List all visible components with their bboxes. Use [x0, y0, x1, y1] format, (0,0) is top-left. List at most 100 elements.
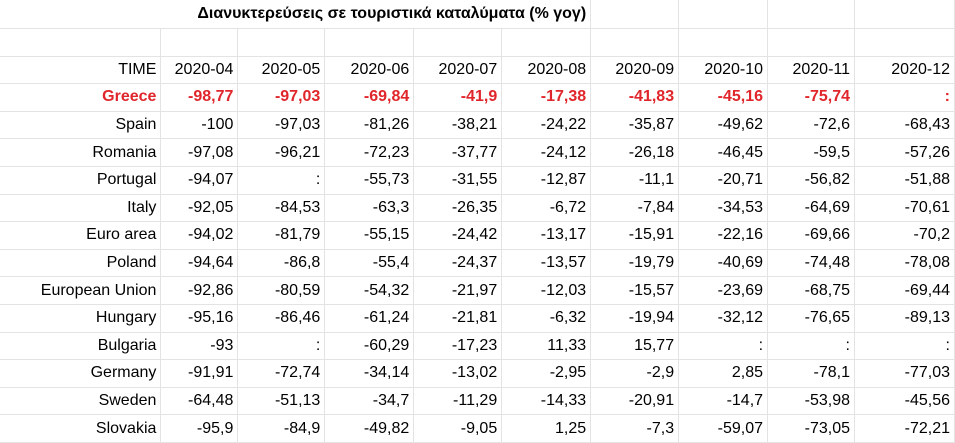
value-cell[interactable]: -38,21: [413, 111, 503, 140]
value-cell[interactable]: -73,05: [767, 414, 855, 443]
value-cell[interactable]: -59,07: [678, 414, 769, 443]
header-period[interactable]: 2020-11: [767, 56, 855, 85]
value-cell[interactable]: -78,08: [854, 249, 955, 278]
value-cell[interactable]: -97,03: [237, 111, 326, 140]
value-cell[interactable]: -94,64: [160, 249, 239, 278]
value-cell[interactable]: -94,02: [160, 221, 239, 250]
value-cell[interactable]: -92,05: [160, 194, 239, 223]
value-cell[interactable]: -96,21: [237, 138, 326, 167]
header-period[interactable]: 2020-12: [854, 56, 955, 85]
value-cell[interactable]: -20,91: [590, 387, 680, 416]
value-cell[interactable]: -41,9: [413, 83, 503, 112]
value-cell[interactable]: -14,7: [678, 387, 769, 416]
country-cell[interactable]: European Union: [0, 276, 162, 305]
value-cell[interactable]: -13,02: [413, 359, 503, 388]
value-cell[interactable]: -59,5: [767, 138, 855, 167]
value-cell[interactable]: -84,53: [237, 194, 326, 223]
value-cell[interactable]: -40,69: [678, 249, 769, 278]
empty-cell[interactable]: [590, 28, 680, 57]
empty-cell[interactable]: [324, 28, 415, 57]
value-cell[interactable]: -37,77: [413, 138, 503, 167]
value-cell[interactable]: -69,66: [767, 221, 855, 250]
value-cell[interactable]: -61,24: [324, 304, 415, 333]
country-cell[interactable]: Slovakia: [0, 414, 162, 443]
country-cell[interactable]: Italy: [0, 194, 162, 223]
value-cell[interactable]: -55,73: [324, 166, 415, 195]
value-cell[interactable]: -68,75: [767, 276, 855, 305]
value-cell[interactable]: 2,85: [678, 359, 769, 388]
value-cell[interactable]: -72,21: [854, 414, 955, 443]
country-cell[interactable]: Romania: [0, 138, 162, 167]
value-cell[interactable]: -32,12: [678, 304, 769, 333]
country-cell[interactable]: Sweden: [0, 387, 162, 416]
empty-cell[interactable]: [237, 28, 326, 57]
empty-cell[interactable]: [678, 0, 769, 29]
value-cell[interactable]: -95,9: [160, 414, 239, 443]
empty-cell[interactable]: [501, 28, 592, 57]
value-cell[interactable]: -70,61: [854, 194, 955, 223]
value-cell[interactable]: -94,07: [160, 166, 239, 195]
value-cell[interactable]: -53,98: [767, 387, 855, 416]
value-cell[interactable]: -49,62: [678, 111, 769, 140]
value-cell[interactable]: -34,14: [324, 359, 415, 388]
value-cell[interactable]: -17,23: [413, 332, 503, 361]
country-cell[interactable]: Poland: [0, 249, 162, 278]
sheet-title[interactable]: Διανυκτερεύσεις σε τουριστικά καταλύματα…: [0, 0, 592, 29]
value-cell[interactable]: -81,26: [324, 111, 415, 140]
header-period[interactable]: 2020-04: [160, 56, 239, 85]
value-cell[interactable]: -86,8: [237, 249, 326, 278]
header-period[interactable]: 2020-07: [413, 56, 503, 85]
empty-cell[interactable]: [854, 0, 955, 29]
value-cell[interactable]: -97,08: [160, 138, 239, 167]
value-cell[interactable]: -13,17: [501, 221, 592, 250]
value-cell[interactable]: -41,83: [590, 83, 680, 112]
value-cell[interactable]: -20,71: [678, 166, 769, 195]
country-cell[interactable]: Hungary: [0, 304, 162, 333]
empty-cell[interactable]: [767, 28, 855, 57]
value-cell[interactable]: -26,18: [590, 138, 680, 167]
header-period[interactable]: 2020-08: [501, 56, 592, 85]
empty-cell[interactable]: [413, 28, 503, 57]
country-cell[interactable]: Spain: [0, 111, 162, 140]
value-cell[interactable]: -63,3: [324, 194, 415, 223]
value-cell[interactable]: -80,59: [237, 276, 326, 305]
header-period[interactable]: 2020-05: [237, 56, 326, 85]
value-cell[interactable]: -68,43: [854, 111, 955, 140]
value-cell[interactable]: -81,79: [237, 221, 326, 250]
country-cell[interactable]: Euro area: [0, 221, 162, 250]
value-cell[interactable]: -2,95: [501, 359, 592, 388]
value-cell[interactable]: -46,45: [678, 138, 769, 167]
value-cell[interactable]: -26,35: [413, 194, 503, 223]
value-cell[interactable]: -24,42: [413, 221, 503, 250]
value-cell[interactable]: :: [854, 83, 955, 112]
value-cell[interactable]: -34,53: [678, 194, 769, 223]
value-cell[interactable]: -7,3: [590, 414, 680, 443]
value-cell[interactable]: -72,74: [237, 359, 326, 388]
value-cell[interactable]: -86,46: [237, 304, 326, 333]
value-cell[interactable]: -11,1: [590, 166, 680, 195]
value-cell[interactable]: :: [854, 332, 955, 361]
value-cell[interactable]: -72,6: [767, 111, 855, 140]
value-cell[interactable]: -15,57: [590, 276, 680, 305]
value-cell[interactable]: :: [767, 332, 855, 361]
value-cell[interactable]: -31,55: [413, 166, 503, 195]
value-cell[interactable]: -55,4: [324, 249, 415, 278]
value-cell[interactable]: -56,82: [767, 166, 855, 195]
value-cell[interactable]: -74,48: [767, 249, 855, 278]
value-cell[interactable]: -2,9: [590, 359, 680, 388]
value-cell[interactable]: -72,23: [324, 138, 415, 167]
empty-cell[interactable]: [678, 28, 769, 57]
value-cell[interactable]: -21,81: [413, 304, 503, 333]
empty-cell[interactable]: [590, 0, 680, 29]
empty-cell[interactable]: [0, 28, 162, 57]
value-cell[interactable]: -45,56: [854, 387, 955, 416]
country-cell[interactable]: Greece: [0, 83, 162, 112]
value-cell[interactable]: -54,32: [324, 276, 415, 305]
value-cell[interactable]: -15,91: [590, 221, 680, 250]
value-cell[interactable]: -76,65: [767, 304, 855, 333]
value-cell[interactable]: -19,94: [590, 304, 680, 333]
country-cell[interactable]: Bulgaria: [0, 332, 162, 361]
header-period[interactable]: 2020-09: [590, 56, 680, 85]
value-cell[interactable]: -51,88: [854, 166, 955, 195]
value-cell[interactable]: -84,9: [237, 414, 326, 443]
